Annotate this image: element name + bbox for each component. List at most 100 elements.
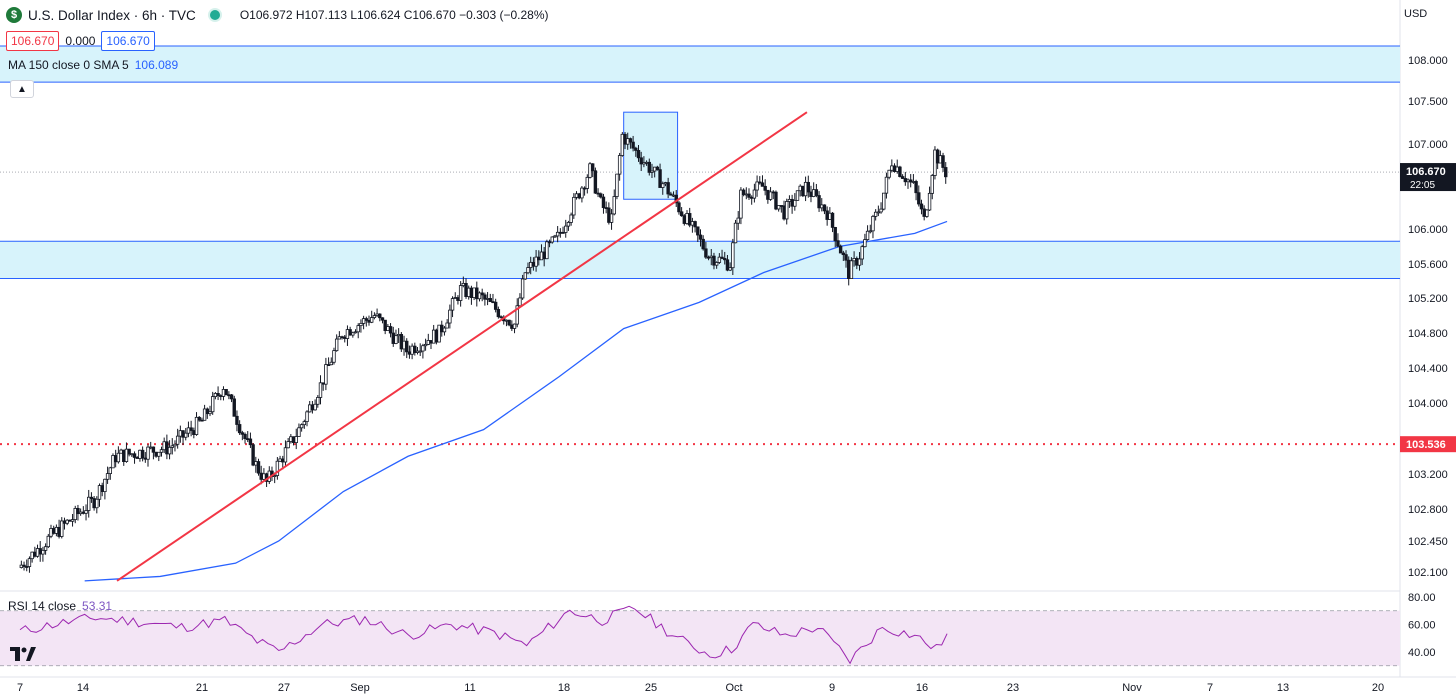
candle-body bbox=[396, 334, 401, 337]
candle-body bbox=[149, 446, 153, 449]
candle-body bbox=[81, 511, 86, 514]
candle-body bbox=[938, 155, 943, 164]
candle-body bbox=[410, 345, 414, 355]
candle-body bbox=[68, 519, 72, 522]
candle-body bbox=[229, 394, 234, 400]
candle-body bbox=[795, 190, 800, 201]
candle-body bbox=[130, 453, 134, 456]
candle-body bbox=[89, 496, 94, 499]
candle-body bbox=[30, 551, 34, 560]
candle-body bbox=[917, 192, 921, 205]
candle-body bbox=[531, 261, 536, 267]
time-axis-tick-label: Oct bbox=[725, 682, 742, 694]
candle-body bbox=[663, 182, 668, 185]
candle-body bbox=[143, 457, 148, 460]
candle-body bbox=[863, 239, 867, 248]
candle-body bbox=[933, 149, 937, 176]
trendline[interactable] bbox=[116, 111, 808, 582]
candle-body bbox=[879, 208, 883, 213]
candle-body bbox=[752, 189, 757, 199]
candle-body bbox=[566, 222, 571, 227]
candle-body bbox=[895, 166, 899, 172]
candle-body bbox=[768, 191, 773, 200]
candle-body bbox=[679, 211, 684, 217]
candle-body bbox=[755, 181, 759, 191]
candle-body bbox=[423, 343, 428, 347]
candle-body bbox=[844, 254, 848, 261]
candle-body bbox=[496, 309, 501, 318]
candle-body bbox=[324, 364, 328, 385]
candle-body bbox=[221, 389, 226, 397]
tradingview-logo-icon[interactable] bbox=[10, 645, 36, 666]
candle-body bbox=[348, 329, 352, 336]
candle-body bbox=[577, 193, 581, 199]
candle-body bbox=[480, 292, 484, 296]
rsi-line bbox=[19, 605, 948, 665]
candle-body bbox=[685, 213, 689, 224]
candle-body bbox=[167, 446, 172, 455]
candle-body bbox=[426, 340, 430, 345]
candle-body bbox=[60, 520, 64, 537]
sell-price-button[interactable]: 106.670 bbox=[6, 31, 60, 51]
candle-body bbox=[135, 457, 139, 459]
candle-body bbox=[593, 170, 598, 194]
candle-body bbox=[127, 448, 131, 455]
candle-body bbox=[302, 421, 307, 426]
candle-body bbox=[927, 192, 932, 211]
candle-body bbox=[162, 441, 166, 451]
candle-body bbox=[868, 230, 872, 233]
price-axis-tick-label: 107.000 bbox=[1408, 139, 1448, 151]
candle-body bbox=[636, 150, 641, 159]
candle-body bbox=[671, 194, 676, 197]
candle-body bbox=[73, 507, 77, 520]
time-axis-tick-label: 23 bbox=[1007, 682, 1019, 694]
symbol-title[interactable]: U.S. Dollar Index · 6h · TVC bbox=[28, 7, 196, 23]
candle-body bbox=[919, 203, 924, 210]
candle-body bbox=[159, 449, 164, 453]
candle-body bbox=[458, 285, 463, 301]
candle-body bbox=[865, 230, 870, 240]
candle-body bbox=[445, 322, 449, 329]
collapse-legend-button[interactable]: ▲ bbox=[10, 80, 34, 98]
currency-selector[interactable]: USD bbox=[1404, 8, 1428, 20]
candle-body bbox=[246, 438, 250, 441]
symbol-header: $ U.S. Dollar Index · 6h · TVC O106.972 … bbox=[6, 4, 549, 26]
time-axis-tick-label: 21 bbox=[196, 682, 208, 694]
candle-body bbox=[281, 458, 285, 463]
candle-body bbox=[849, 260, 854, 279]
candle-body bbox=[329, 361, 333, 366]
candle-body bbox=[696, 226, 700, 236]
support-resistance-zone[interactable] bbox=[0, 46, 1400, 83]
candle-body bbox=[78, 511, 83, 515]
dollar-logo-icon: $ bbox=[6, 7, 22, 23]
candle-body bbox=[669, 193, 673, 196]
hline-price-badge bbox=[1400, 436, 1456, 453]
candle-body bbox=[612, 196, 616, 215]
candle-body bbox=[677, 202, 681, 213]
candle-body bbox=[437, 324, 441, 343]
candle-body bbox=[580, 187, 584, 199]
price-axis-tick-label: 102.800 bbox=[1408, 504, 1448, 516]
candle-body bbox=[582, 187, 587, 190]
candle-body bbox=[475, 287, 479, 300]
candle-body bbox=[138, 449, 142, 459]
time-axis-tick-label: 7 bbox=[17, 682, 23, 694]
candle-body bbox=[192, 430, 196, 435]
candle-body bbox=[779, 205, 784, 207]
ma-indicator-legend[interactable]: MA 150 close 0 SMA 5 106.089 bbox=[8, 58, 178, 72]
rsi-indicator-legend[interactable]: RSI 14 close 53.31 bbox=[8, 599, 112, 613]
candle-body bbox=[361, 318, 366, 324]
candle-body bbox=[542, 251, 546, 260]
candle-body bbox=[564, 225, 568, 233]
candle-body bbox=[372, 315, 377, 318]
candle-body bbox=[572, 196, 576, 216]
candle-body bbox=[814, 189, 819, 196]
candle-body bbox=[720, 256, 724, 259]
candle-body bbox=[908, 179, 913, 183]
candle-body bbox=[793, 199, 797, 207]
candle-body bbox=[776, 205, 781, 210]
buy-price-button[interactable]: 106.670 bbox=[101, 31, 155, 51]
support-resistance-zone[interactable] bbox=[0, 241, 1400, 279]
